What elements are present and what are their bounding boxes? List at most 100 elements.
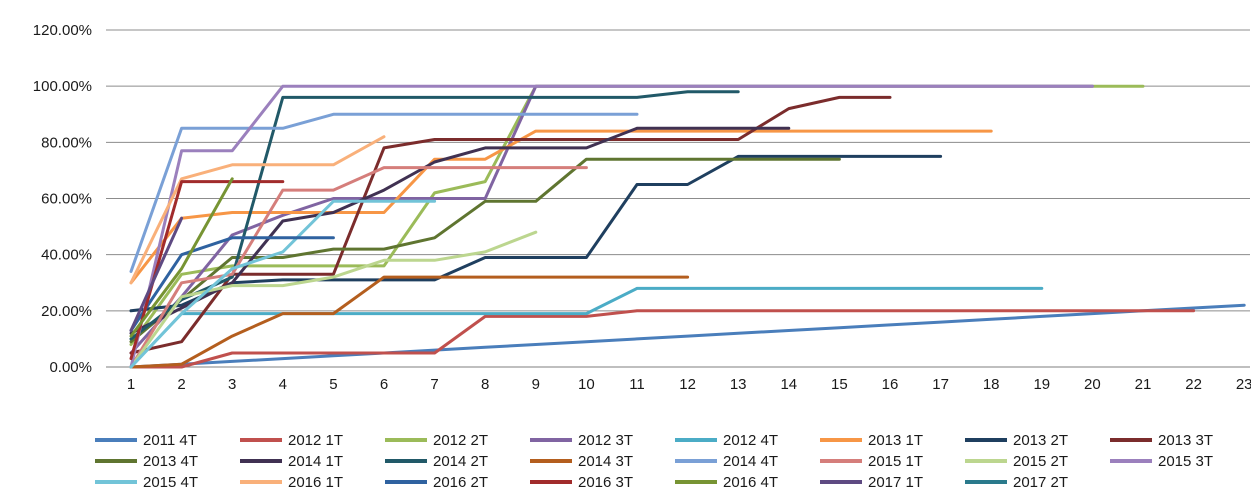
legend-label: 2013 4T	[143, 452, 199, 470]
legend-label: 2014 1T	[288, 452, 344, 470]
legend-swatch	[385, 480, 427, 484]
legend-item: 2015 4T	[95, 472, 240, 492]
legend-item: 2017 2T	[965, 472, 1110, 492]
x-tick-label: 19	[1033, 376, 1050, 393]
series-line-2015-2t	[129, 230, 538, 369]
legend-item: 2015 1T	[820, 451, 965, 471]
legend-label: 2016 1T	[288, 473, 344, 491]
x-tick-label: 3	[228, 376, 236, 393]
x-tick-label: 16	[882, 376, 899, 393]
legend-swatch	[240, 438, 282, 442]
legend-label: 2014 3T	[578, 452, 634, 470]
legend-label: 2015 3T	[1158, 452, 1214, 470]
legend-swatch	[965, 480, 1007, 484]
x-tick-label: 14	[780, 376, 797, 393]
legend-item: 2014 1T	[240, 451, 385, 471]
x-tick-label: 20	[1084, 376, 1101, 393]
legend-swatch	[675, 438, 717, 442]
series-line-2015-1t	[129, 166, 588, 369]
legend-label: 2014 2T	[433, 452, 489, 470]
x-tick-label: 2	[177, 376, 185, 393]
y-axis-tick-labels: 0.00% 20.00% 40.00% 60.00% 80.00% 100.00% 120.…	[33, 22, 92, 376]
x-tick-label: 8	[481, 376, 489, 393]
legend-item: 2011 4T	[95, 430, 240, 450]
legend-label: 2012 1T	[288, 431, 344, 449]
legend-item: 2012 1T	[240, 430, 385, 450]
y-tick-label: 100.00%	[33, 78, 92, 95]
series-line-2014-2t	[129, 90, 740, 341]
y-tick-label: 60.00%	[41, 191, 92, 208]
legend-swatch	[240, 459, 282, 463]
legend-swatch	[95, 438, 137, 442]
legend-swatch	[1110, 438, 1152, 442]
legend-label: 2016 4T	[723, 473, 779, 491]
legend-label: 2015 1T	[868, 452, 924, 470]
x-tick-label: 12	[679, 376, 696, 393]
legend-swatch	[965, 438, 1007, 442]
x-tick-label: 6	[380, 376, 388, 393]
legend-item: 2013 1T	[820, 430, 965, 450]
series-line-2013-3t	[129, 95, 892, 355]
legend-label: 2017 1T	[868, 473, 924, 491]
legend-item: 2016 3T	[530, 472, 675, 492]
legend-item: 2016 4T	[675, 472, 820, 492]
x-tick-label: 21	[1135, 376, 1152, 393]
series-line-2013-2t	[129, 154, 943, 313]
x-tick-label: 10	[578, 376, 595, 393]
series-line-2014-4t	[129, 112, 639, 273]
x-tick-label: 22	[1185, 376, 1202, 393]
legend-swatch	[675, 459, 717, 463]
series-line-2015-4t	[129, 199, 437, 369]
legend-label: 2013 3T	[1158, 431, 1214, 449]
legend-label: 2014 4T	[723, 452, 779, 470]
x-tick-label: 15	[831, 376, 848, 393]
x-tick-label: 17	[932, 376, 949, 393]
legend-item: 2013 2T	[965, 430, 1110, 450]
series-line-2014-3t	[129, 275, 690, 369]
x-tick-label: 11	[629, 376, 645, 393]
legend-swatch	[95, 480, 137, 484]
legend-label: 2012 4T	[723, 431, 779, 449]
y-tick-label: 80.00%	[41, 134, 92, 151]
x-tick-label: 4	[279, 376, 287, 393]
legend-label: 2012 2T	[433, 431, 489, 449]
legend-item: 2015 3T	[1110, 451, 1251, 471]
y-tick-label: 120.00%	[33, 22, 92, 39]
series-line-2012-1t	[129, 309, 1196, 369]
legend-item: 2016 1T	[240, 472, 385, 492]
legend-label: 2017 2T	[1013, 473, 1069, 491]
legend-item: 2015 2T	[965, 451, 1110, 471]
series-line-2017-1t	[129, 216, 184, 332]
legend-swatch	[95, 459, 137, 463]
series-line-2016-4t	[129, 177, 234, 338]
y-tick-label: 20.00%	[41, 303, 92, 320]
legend-label: 2015 2T	[1013, 452, 1069, 470]
legend-label: 2011 4T	[143, 431, 197, 449]
legend-swatch	[1110, 459, 1152, 463]
series-line-2016-3t	[129, 180, 285, 361]
x-tick-label: 5	[329, 376, 337, 393]
series-line-2012-4t	[129, 286, 1044, 369]
series-line-2014-1t	[129, 126, 791, 335]
x-tick-label: 9	[532, 376, 540, 393]
legend-label: 2013 2T	[1013, 431, 1069, 449]
legend-label: 2012 3T	[578, 431, 634, 449]
legend-label: 2015 4T	[143, 473, 199, 491]
legend-swatch	[530, 480, 572, 484]
legend-swatch	[385, 438, 427, 442]
y-tick-label: 0.00%	[49, 359, 92, 376]
legend-swatch	[240, 480, 282, 484]
series-line-2013-1t	[129, 129, 993, 285]
legend-item: 2012 4T	[675, 430, 820, 450]
legend-swatch	[530, 459, 572, 463]
legend-swatch	[820, 438, 862, 442]
legend-swatch	[385, 459, 427, 463]
legend-swatch	[965, 459, 1007, 463]
legend-label: 2016 2T	[433, 473, 489, 491]
x-tick-label: 7	[430, 376, 438, 393]
legend-swatch	[675, 480, 717, 484]
series-line-2016-1t	[129, 135, 386, 285]
legend-item: 2013 3T	[1110, 430, 1251, 450]
legend-swatch	[820, 480, 862, 484]
